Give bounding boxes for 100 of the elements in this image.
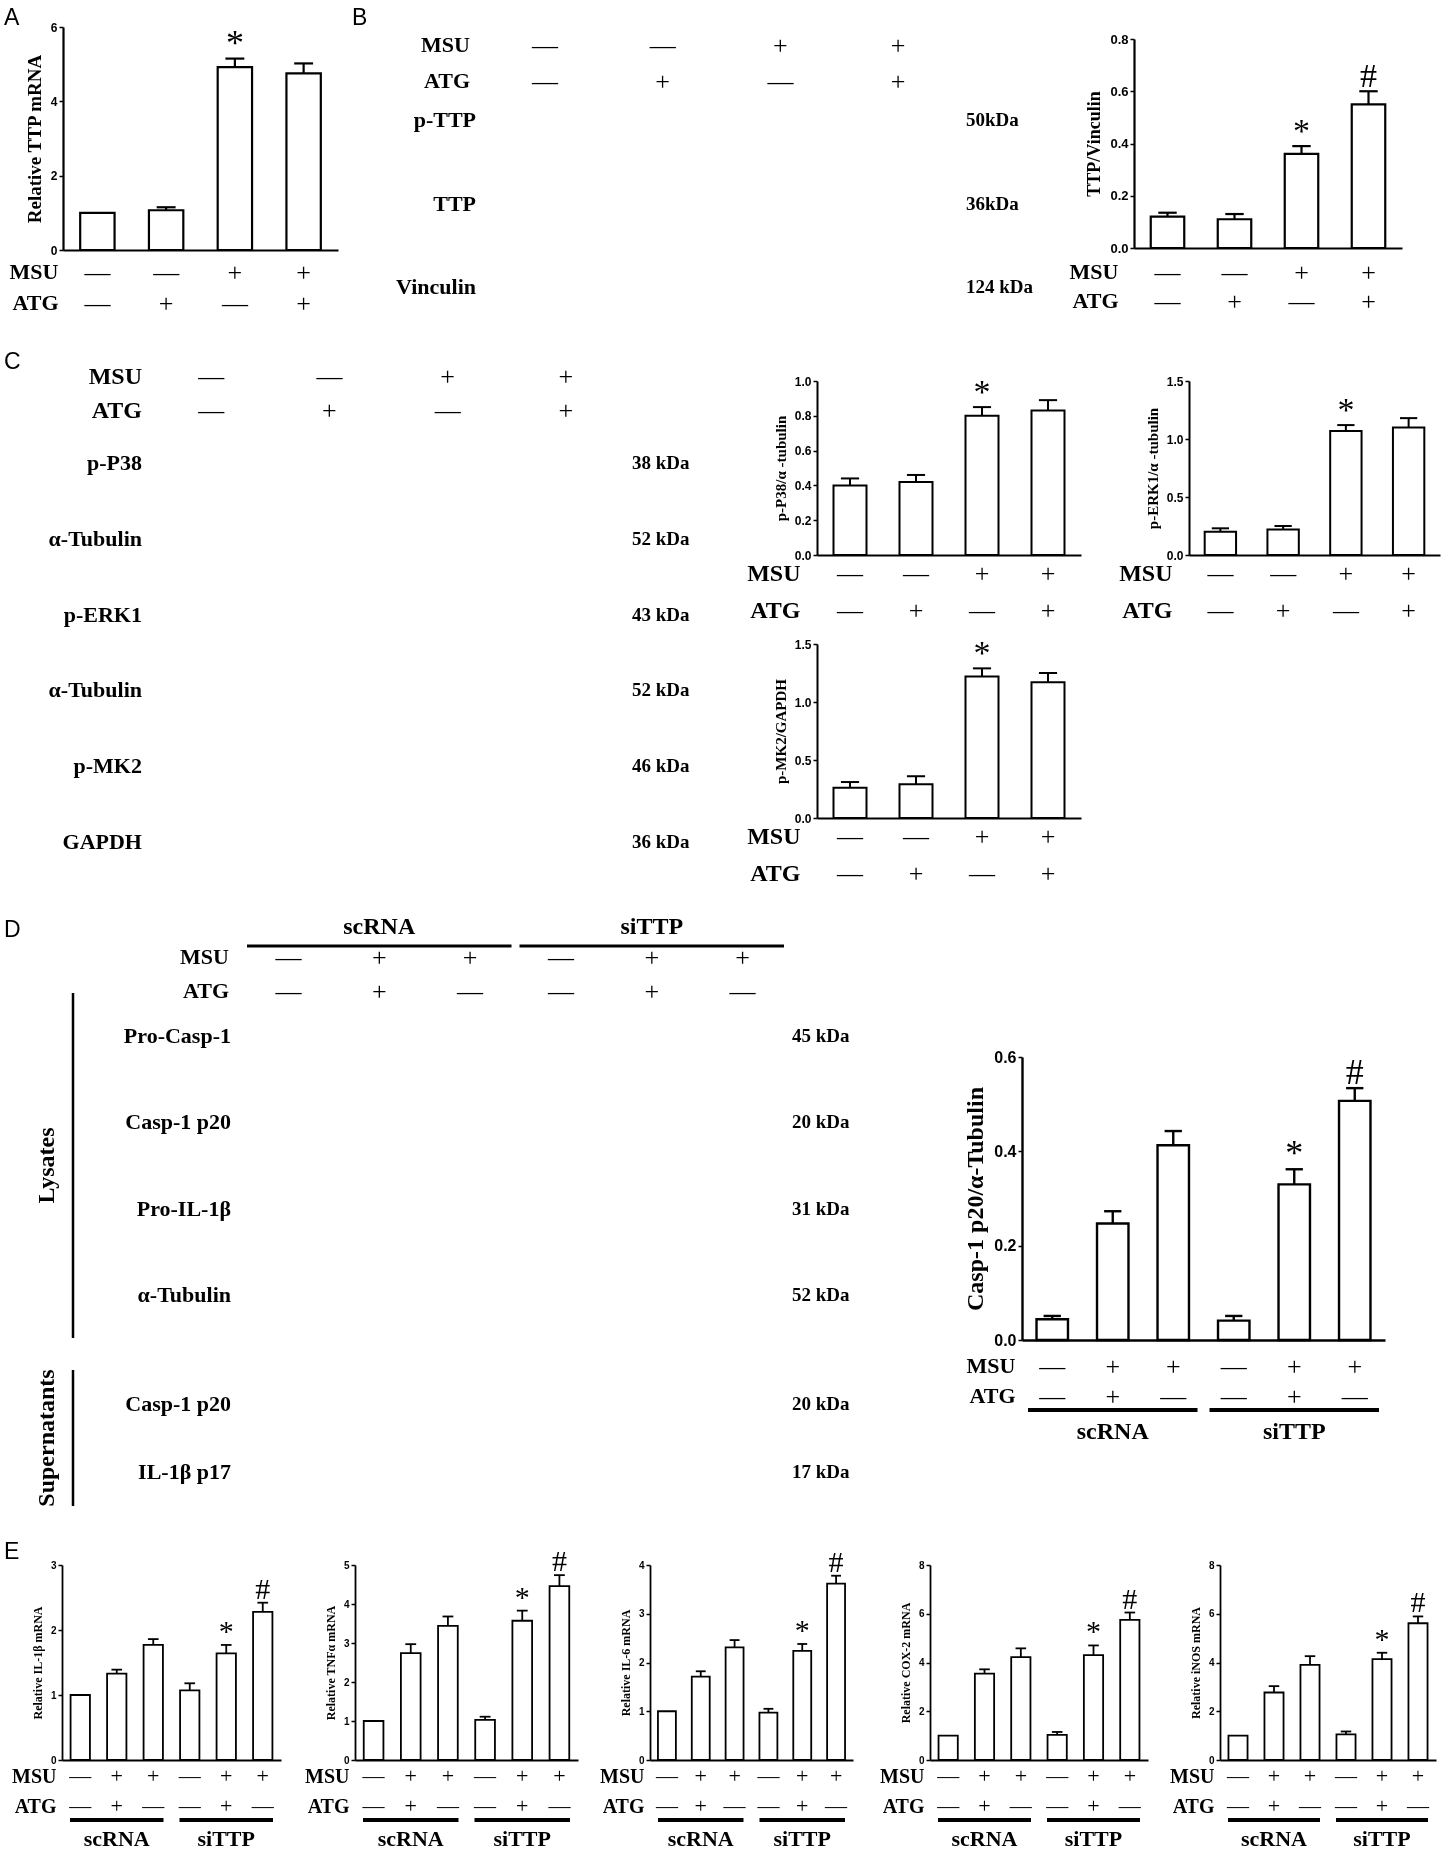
x-tick-label: + — [824, 1762, 849, 1818]
x-tick-label: — + [902, 558, 930, 625]
y-tick-label: 3 [343, 1637, 350, 1649]
data-label: # [551, 1544, 567, 1578]
x-tick-label: — — [836, 558, 864, 625]
x-tick-label: — + [902, 821, 930, 888]
x-tick-label: + + [1401, 558, 1416, 625]
text: MSU ATG [180, 943, 230, 1003]
x-tick-label: + — [250, 1762, 275, 1818]
category-label: p-P38 [87, 449, 142, 475]
text: D [4, 916, 21, 942]
x-tick-label: — — [1219, 1351, 1248, 1411]
text: Supernatants [33, 1369, 59, 1507]
y-tick-label: 0 [918, 1754, 925, 1766]
x-tick-label: + — [1406, 1762, 1430, 1818]
x-tick-label: + — [1298, 1762, 1322, 1818]
x-tick-label: + + [296, 257, 311, 318]
y-axis-title: p-MK2/GAPDH [772, 678, 789, 784]
category-label: 20 kDa [792, 1393, 850, 1414]
y-tick-label: 0.6 [1110, 83, 1129, 99]
y-tick-label: 1.5 [794, 637, 812, 652]
text: scRNA [667, 1826, 734, 1851]
category-label: 124 kDa [966, 276, 1034, 298]
y-tick-label: 2 [50, 1624, 57, 1636]
category-label: 43 kDa [632, 603, 690, 625]
category-label: + — [728, 942, 757, 1006]
x-tick-label: + — [435, 1762, 460, 1818]
category-label: Vinculin [396, 274, 476, 300]
x-tick-label: + + [110, 1762, 123, 1818]
y-tick-label: 0.4 [794, 478, 812, 493]
y-axis-title: TTP/Vinculin [1084, 91, 1105, 197]
y-tick-label: 0.2 [994, 1237, 1017, 1255]
y-tick-label: 2 [638, 1657, 645, 1668]
y-tick-label: 4 [1208, 1657, 1215, 1668]
category-label: IL-1β p17 [138, 1459, 231, 1484]
text: Lysates [33, 1127, 59, 1204]
x-tick-label: — + [1269, 558, 1298, 625]
x-axis-title: MSU ATG [880, 1764, 925, 1817]
y-axis-title: Relative iNOS mRNA [1188, 1606, 1203, 1719]
data-label: # [1345, 1052, 1364, 1093]
x-tick-label: + + [1267, 1762, 1281, 1818]
x-tick-label: + + [404, 1762, 417, 1818]
y-tick-label: 8 [918, 1559, 925, 1571]
y-tick-label: 0 [343, 1754, 350, 1766]
text: siTTP [197, 1826, 255, 1851]
category-label: 36kDa [966, 192, 1019, 214]
y-tick-label: 0 [50, 243, 58, 258]
chart-title: E [4, 1538, 20, 1564]
y-tick-label: 0.4 [1110, 136, 1130, 151]
x-tick-label: + — [968, 558, 996, 625]
y-tick-label: 6 [918, 1608, 925, 1620]
y-tick-label: 3 [638, 1608, 645, 1620]
y-tick-label: 4 [50, 94, 58, 109]
data-label: * [1337, 391, 1355, 429]
y-axis-title: p-P38/α -tubulin [772, 415, 789, 522]
y-tick-label: 4 [918, 1657, 925, 1668]
y-tick-label: 0.6 [994, 1048, 1017, 1066]
category-label: + — [433, 361, 462, 425]
category-label: 31 kDa [792, 1197, 850, 1219]
data-label: * [1285, 1133, 1304, 1174]
x-tick-label: — + [152, 257, 181, 318]
x-tick-label: — — [1153, 257, 1182, 316]
y-axis-title: Relative TNFα mRNA [323, 1605, 338, 1721]
y-tick-label: 2 [1208, 1705, 1215, 1717]
x-axis-title: MSU ATG [1069, 258, 1119, 313]
text: B [352, 4, 368, 30]
y-axis-title: Casp-1 p20/α-Tubulin [962, 1087, 989, 1311]
category-label: + + [890, 30, 906, 96]
text: scRNA [1241, 1826, 1308, 1851]
y-tick-label: 4 [638, 1559, 645, 1571]
category-label: + + [558, 361, 574, 425]
text: scRNA [343, 913, 416, 939]
x-tick-label: + — [220, 257, 249, 318]
category-label: 17 kDa [792, 1461, 850, 1482]
category-label: α-Tubulin [48, 677, 142, 703]
x-tick-label: + + [1105, 1351, 1121, 1411]
y-tick-label: 2 [50, 169, 58, 184]
x-tick-label: + + [1286, 1351, 1302, 1411]
x-tick-label: + — [1331, 558, 1360, 625]
x-axis-title: MSU ATG [1170, 1764, 1215, 1817]
y-axis-title: p-ERK1/α -tubulin [1144, 407, 1161, 530]
x-tick-label: + + [1361, 257, 1376, 316]
x-tick-label: + — [968, 821, 996, 888]
y-tick-label: 0.5 [794, 753, 812, 768]
category-label: 52 kDa [792, 1283, 850, 1305]
x-axis-title: MSU ATG [305, 1764, 350, 1817]
y-tick-label: 0 [1208, 1754, 1215, 1766]
y-tick-label: 0.6 [794, 444, 812, 459]
y-tick-label: 0.8 [1110, 31, 1129, 47]
text: C [4, 348, 21, 374]
x-axis-title: MSU ATG [12, 1764, 57, 1817]
chart-title: A [4, 4, 20, 30]
y-axis-title: Relative IL-6 mRNA [618, 1609, 633, 1717]
x-axis-title: MSU ATG [600, 1764, 645, 1817]
data-label: * [1293, 112, 1310, 150]
text: siTTP [1064, 1826, 1123, 1851]
y-tick-label: 0.4 [994, 1142, 1017, 1160]
data-label: * [794, 1612, 810, 1646]
data-label: * [973, 634, 991, 672]
x-tick-label: + + [1040, 821, 1056, 888]
